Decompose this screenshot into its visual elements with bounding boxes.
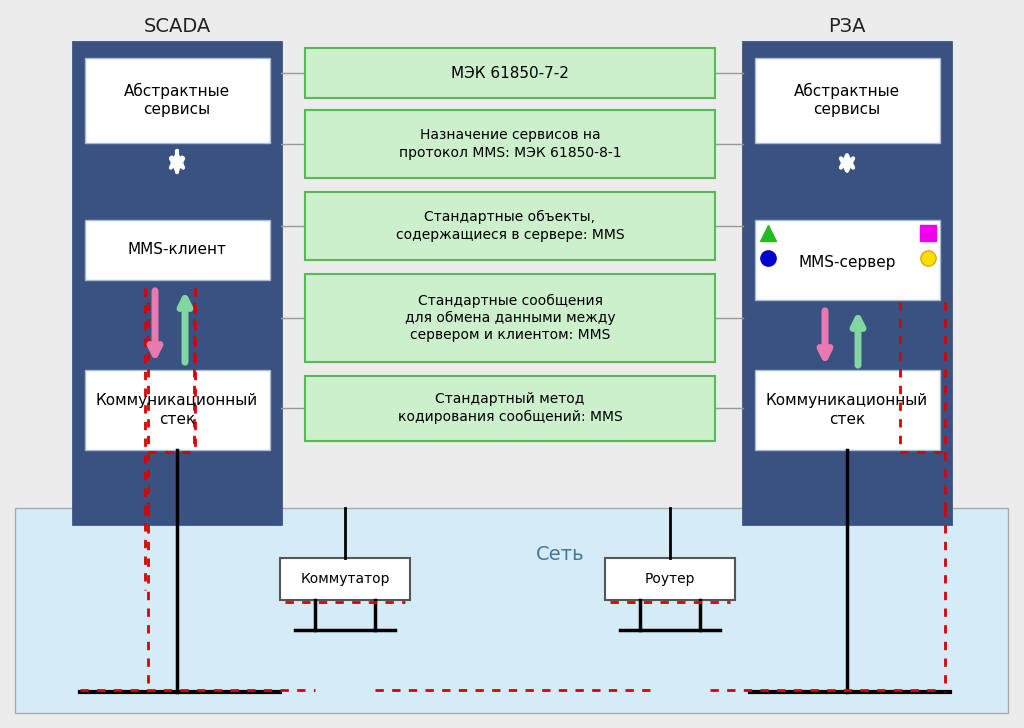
Text: МЭК 61850-7-2: МЭК 61850-7-2 (451, 66, 569, 81)
Text: Сеть: Сеть (536, 545, 585, 564)
Text: Назначение сервисов на
протокол MMS: МЭК 61850-8-1: Назначение сервисов на протокол MMS: МЭК… (398, 128, 622, 159)
Text: Стандартный метод
кодирования сообщений: MMS: Стандартный метод кодирования сообщений:… (397, 392, 623, 424)
Text: Абстрактные
сервисы: Абстрактные сервисы (794, 82, 900, 117)
Text: MMS-клиент: MMS-клиент (128, 242, 226, 258)
Bar (73, 42, 281, 524)
Text: SCADA: SCADA (143, 17, 211, 36)
Bar (15, 508, 1008, 713)
Bar (305, 48, 715, 98)
Text: РЗА: РЗА (828, 17, 865, 36)
Bar (305, 192, 715, 260)
Bar (755, 220, 940, 300)
Bar (755, 58, 940, 143)
Text: Коммуникационный
стек: Коммуникационный стек (96, 393, 258, 427)
Text: Роутер: Роутер (645, 572, 695, 586)
Text: Коммутатор: Коммутатор (300, 572, 390, 586)
Bar (743, 42, 951, 524)
Bar (85, 58, 270, 143)
Bar (305, 110, 715, 178)
Bar (85, 220, 270, 280)
Bar (755, 370, 940, 450)
Bar (305, 274, 715, 362)
Text: Стандартные объекты,
содержащиеся в сервере: MMS: Стандартные объекты, содержащиеся в серв… (395, 210, 625, 242)
Bar (605, 558, 735, 600)
Text: MMS-сервер: MMS-сервер (799, 255, 896, 269)
Text: Стандартные сообщения
для обмена данными между
сервером и клиентом: MMS: Стандартные сообщения для обмена данными… (404, 293, 615, 342)
Bar (85, 370, 270, 450)
Text: Коммуникационный
стек: Коммуникационный стек (766, 393, 928, 427)
Bar (280, 558, 410, 600)
Text: Абстрактные
сервисы: Абстрактные сервисы (124, 82, 230, 117)
Bar (305, 376, 715, 441)
